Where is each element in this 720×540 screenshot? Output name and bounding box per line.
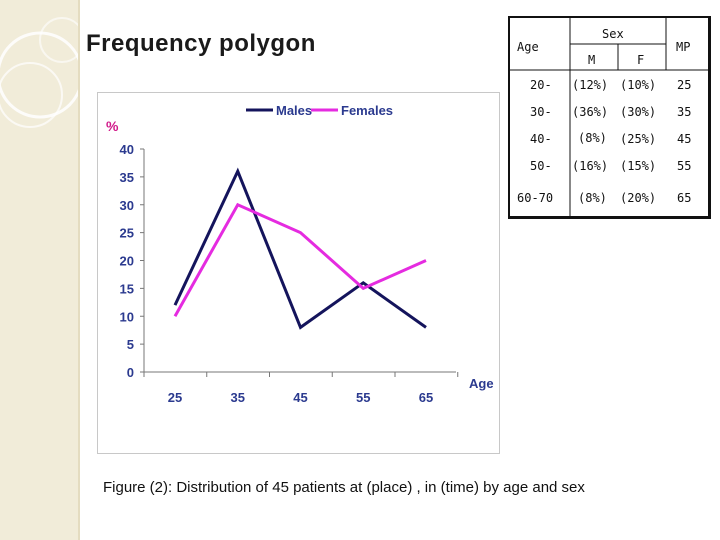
table-row-2-m: (36%) [572, 105, 609, 119]
table-row-3-mp: 45 [677, 132, 692, 146]
x-tick-label: 25 [168, 390, 182, 405]
table-sex-header: Sex [602, 27, 624, 41]
age-sex-table: Age Sex M F MP 20- (12%) (10%) 25 30- (3… [508, 16, 711, 219]
slide-title: Frequency polygon [86, 30, 316, 57]
table-row-5-mp: 65 [677, 191, 692, 205]
legend-label-females: Females [341, 103, 393, 118]
y-tick-label: 5 [127, 337, 134, 352]
table-row-3-m: (8%) [578, 131, 607, 145]
table-row-1-age: 20- [530, 78, 552, 92]
table-row-1-m: (12%) [572, 78, 609, 92]
table-row-5-f: (20%) [620, 191, 657, 205]
y-tick-label: 30 [120, 198, 134, 213]
table-row-5-age: 60-70 [517, 191, 554, 205]
table-grid-lines [510, 18, 708, 216]
x-tick-label: 35 [231, 390, 245, 405]
x-tick-label: 55 [356, 390, 370, 405]
table-age-header: Age [517, 40, 539, 54]
y-tick-label: 40 [120, 142, 134, 157]
table-f-header: F [637, 53, 645, 67]
y-tick-label: 20 [120, 254, 134, 269]
y-tick-label: 15 [120, 281, 134, 296]
chart-canvas: 0 5 10 15 20 25 30 35 40% 25 35 45 55 65 Age Males Femal… [106, 103, 494, 405]
table-row-3-f: (25%) [620, 132, 657, 146]
table-row-2-f: (30%) [620, 105, 657, 119]
y-tick-label: 0 [127, 365, 134, 380]
table-row-2-age: 30- [530, 105, 552, 119]
table-row-4-age: 50- [530, 159, 552, 173]
legend-label-males: Males [276, 103, 312, 118]
series-line-females [173, 202, 427, 317]
table-row-1-f: (10%) [620, 78, 657, 92]
table-row-3-age: 40- [530, 132, 552, 146]
table-row-4-mp: 55 [677, 159, 692, 173]
table-row-4-f: (15%) [620, 159, 657, 173]
x-axis-label: Age [469, 376, 494, 391]
y-tick-label: 25 [120, 226, 134, 241]
x-tick-label: 45 [293, 390, 307, 405]
table-row-2-mp: 35 [677, 105, 692, 119]
decorative-circles [0, 17, 78, 128]
figure-caption: Figure (2): Distribution of 45 patients … [103, 479, 585, 496]
table-m-header: M [588, 53, 596, 67]
series-line-males [173, 167, 427, 330]
y-axis-label: % [106, 118, 119, 134]
decorative-side-strip [0, 0, 80, 540]
frequency-polygon-chart: 0 5 10 15 20 25 30 35 40% 25 35 45 55 65 Age Males Femal… [97, 92, 500, 454]
table-row-1-mp: 25 [677, 78, 692, 92]
y-tick-label: 10 [120, 309, 134, 324]
table-row-5-m: (8%) [578, 191, 607, 205]
table-row-4-m: (16%) [572, 159, 609, 173]
table-mp-header: MP [676, 40, 691, 54]
y-tick-label: 35 [120, 170, 134, 185]
x-tick-label: 65 [419, 390, 433, 405]
